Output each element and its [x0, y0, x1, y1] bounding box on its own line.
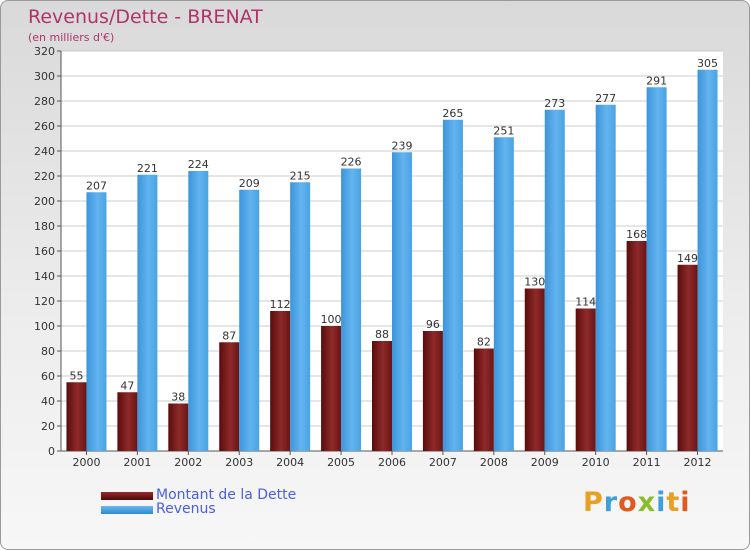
- logo-letter: i: [680, 487, 691, 518]
- bar-revenus: [341, 168, 362, 451]
- data-label-revenus: 221: [137, 162, 158, 175]
- x-tick-label: 2005: [327, 456, 355, 469]
- data-label-dette: 88: [375, 328, 389, 341]
- bar-dette: [372, 341, 392, 451]
- data-label-revenus: 207: [86, 179, 107, 192]
- bar-dette: [422, 331, 443, 451]
- bar-dette: [677, 264, 698, 451]
- y-tick-label: 60: [41, 370, 55, 383]
- bar-revenus: [392, 152, 412, 451]
- x-tick-label: 2007: [429, 456, 457, 469]
- x-tick-label: 2011: [633, 456, 661, 469]
- logo-letter: i: [656, 487, 667, 518]
- y-tick-label: 180: [34, 220, 55, 233]
- logo-letter: x: [637, 487, 657, 518]
- bar-revenus: [544, 109, 565, 451]
- x-tick-label: 2003: [225, 456, 253, 469]
- data-label-dette: 130: [524, 276, 545, 289]
- data-label-dette: 168: [626, 228, 647, 241]
- x-tick-label: 2004: [276, 456, 304, 469]
- bar-revenus: [442, 119, 463, 451]
- data-label-dette: 149: [677, 252, 698, 265]
- bar-revenus: [697, 69, 718, 451]
- data-label-dette: 47: [120, 379, 134, 392]
- bar-dette: [575, 308, 596, 451]
- data-label-revenus: 251: [493, 124, 514, 137]
- y-tick-label: 200: [34, 195, 55, 208]
- x-tick-label: 2000: [72, 456, 100, 469]
- bar-dette: [473, 348, 494, 451]
- data-label-dette: 38: [171, 391, 185, 404]
- legend-swatch-dette: [101, 492, 153, 500]
- y-tick-label: 260: [34, 120, 55, 133]
- x-tick-label: 2006: [378, 456, 406, 469]
- chart-subtitle: (en milliers d'€): [28, 31, 115, 44]
- legend-label-revenus: Revenus: [156, 501, 216, 517]
- chart-title: Revenus/Dette - BRENAT: [28, 6, 263, 28]
- data-label-revenus: 305: [697, 57, 718, 70]
- y-tick-label: 40: [41, 395, 55, 408]
- bar-revenus: [646, 87, 667, 451]
- data-label-revenus: 273: [544, 97, 565, 110]
- y-tick-label: 240: [34, 145, 55, 158]
- y-tick-label: 220: [34, 170, 55, 183]
- bar-dette: [321, 326, 342, 451]
- bar-dette: [524, 288, 545, 451]
- x-tick-label: 2002: [174, 456, 202, 469]
- data-label-revenus: 209: [239, 177, 260, 190]
- bar-dette: [219, 342, 240, 451]
- data-label-dette: 96: [426, 318, 440, 331]
- bar-revenus: [137, 174, 158, 451]
- bar-revenus: [493, 137, 514, 451]
- logo-letter: t: [666, 487, 681, 518]
- x-tick-label: 2001: [123, 456, 151, 469]
- y-tick-label: 160: [34, 245, 55, 258]
- data-label-revenus: 226: [341, 156, 362, 169]
- y-tick-label: 140: [34, 270, 55, 283]
- y-tick-label: 0: [48, 445, 55, 458]
- data-label-revenus: 277: [595, 92, 616, 105]
- y-tick-label: 300: [34, 70, 55, 83]
- proxiti-logo: Proxiti: [583, 487, 691, 518]
- data-label-dette: 87: [222, 329, 236, 342]
- y-tick-label: 80: [41, 345, 55, 358]
- x-tick-label: 2012: [684, 456, 712, 469]
- data-label-dette: 114: [575, 296, 596, 309]
- bar-dette: [270, 311, 291, 451]
- bar-revenus: [290, 182, 311, 451]
- bar-dette: [168, 403, 189, 451]
- x-tick-label: 2009: [531, 456, 559, 469]
- x-tick-label: 2008: [480, 456, 508, 469]
- data-label-revenus: 239: [392, 139, 413, 152]
- x-tick-label: 2010: [582, 456, 610, 469]
- bar-dette: [117, 392, 138, 451]
- data-label-revenus: 215: [290, 169, 311, 182]
- y-tick-label: 320: [34, 45, 55, 58]
- y-tick-label: 100: [34, 320, 55, 333]
- bar-dette: [626, 241, 647, 451]
- logo-letter: r: [603, 487, 619, 518]
- bar-revenus: [595, 104, 616, 451]
- logo-letter: o: [618, 487, 638, 518]
- data-label-dette: 112: [270, 298, 291, 311]
- data-label-revenus: 265: [442, 107, 463, 120]
- logo-letter: P: [583, 487, 604, 518]
- y-tick-label: 280: [34, 95, 55, 108]
- y-tick-label: 20: [41, 420, 55, 433]
- bar-revenus: [86, 192, 107, 451]
- bar-dette: [66, 382, 87, 451]
- data-label-dette: 55: [69, 369, 83, 382]
- data-label-dette: 82: [477, 336, 491, 349]
- bar-revenus: [188, 171, 209, 451]
- legend-label-dette: Montant de la Dette: [156, 487, 297, 503]
- legend-swatch-revenus: [101, 506, 153, 514]
- data-label-dette: 100: [321, 313, 342, 326]
- y-tick-label: 120: [34, 295, 55, 308]
- data-label-revenus: 291: [646, 74, 667, 87]
- data-label-revenus: 224: [188, 158, 209, 171]
- bar-revenus: [239, 189, 260, 451]
